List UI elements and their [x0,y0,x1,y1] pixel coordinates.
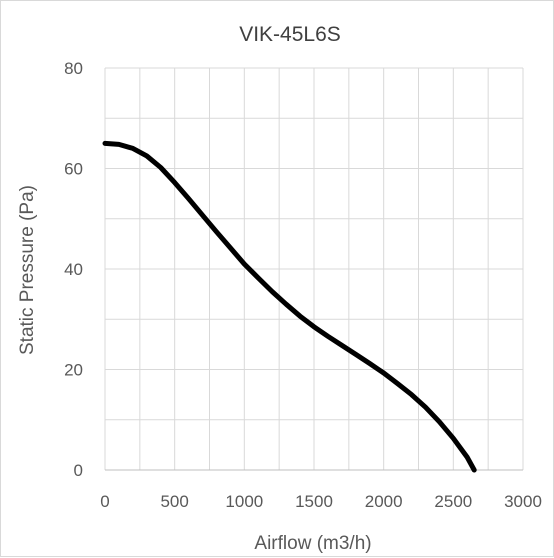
grid [104,67,524,471]
x-tick-label: 0 [100,492,109,511]
y-tick-label: 40 [64,260,83,279]
series-line [102,140,477,473]
x-tick-label: 3000 [504,492,542,511]
x-tick-label: 2500 [434,492,472,511]
x-tick-label: 2000 [365,492,403,511]
chart-title: VIK-45L6S [239,23,341,46]
y-axis-title: Static Pressure (Pa) [17,185,38,355]
tick-labels: 0 500 1000 1500 2000 2500 3000 0 20 40 60 80 [64,59,542,511]
x-tick-label: 1500 [295,492,333,511]
series-layer [102,140,477,473]
x-axis-title: Airflow (m3/h) [254,533,371,554]
y-tick-label: 20 [64,361,83,380]
y-tick-label: 60 [64,160,83,179]
y-tick-label: 0 [74,461,83,480]
x-tick-label: 500 [160,492,188,511]
y-tick-label: 80 [64,59,83,78]
x-tick-label: 1000 [225,492,263,511]
